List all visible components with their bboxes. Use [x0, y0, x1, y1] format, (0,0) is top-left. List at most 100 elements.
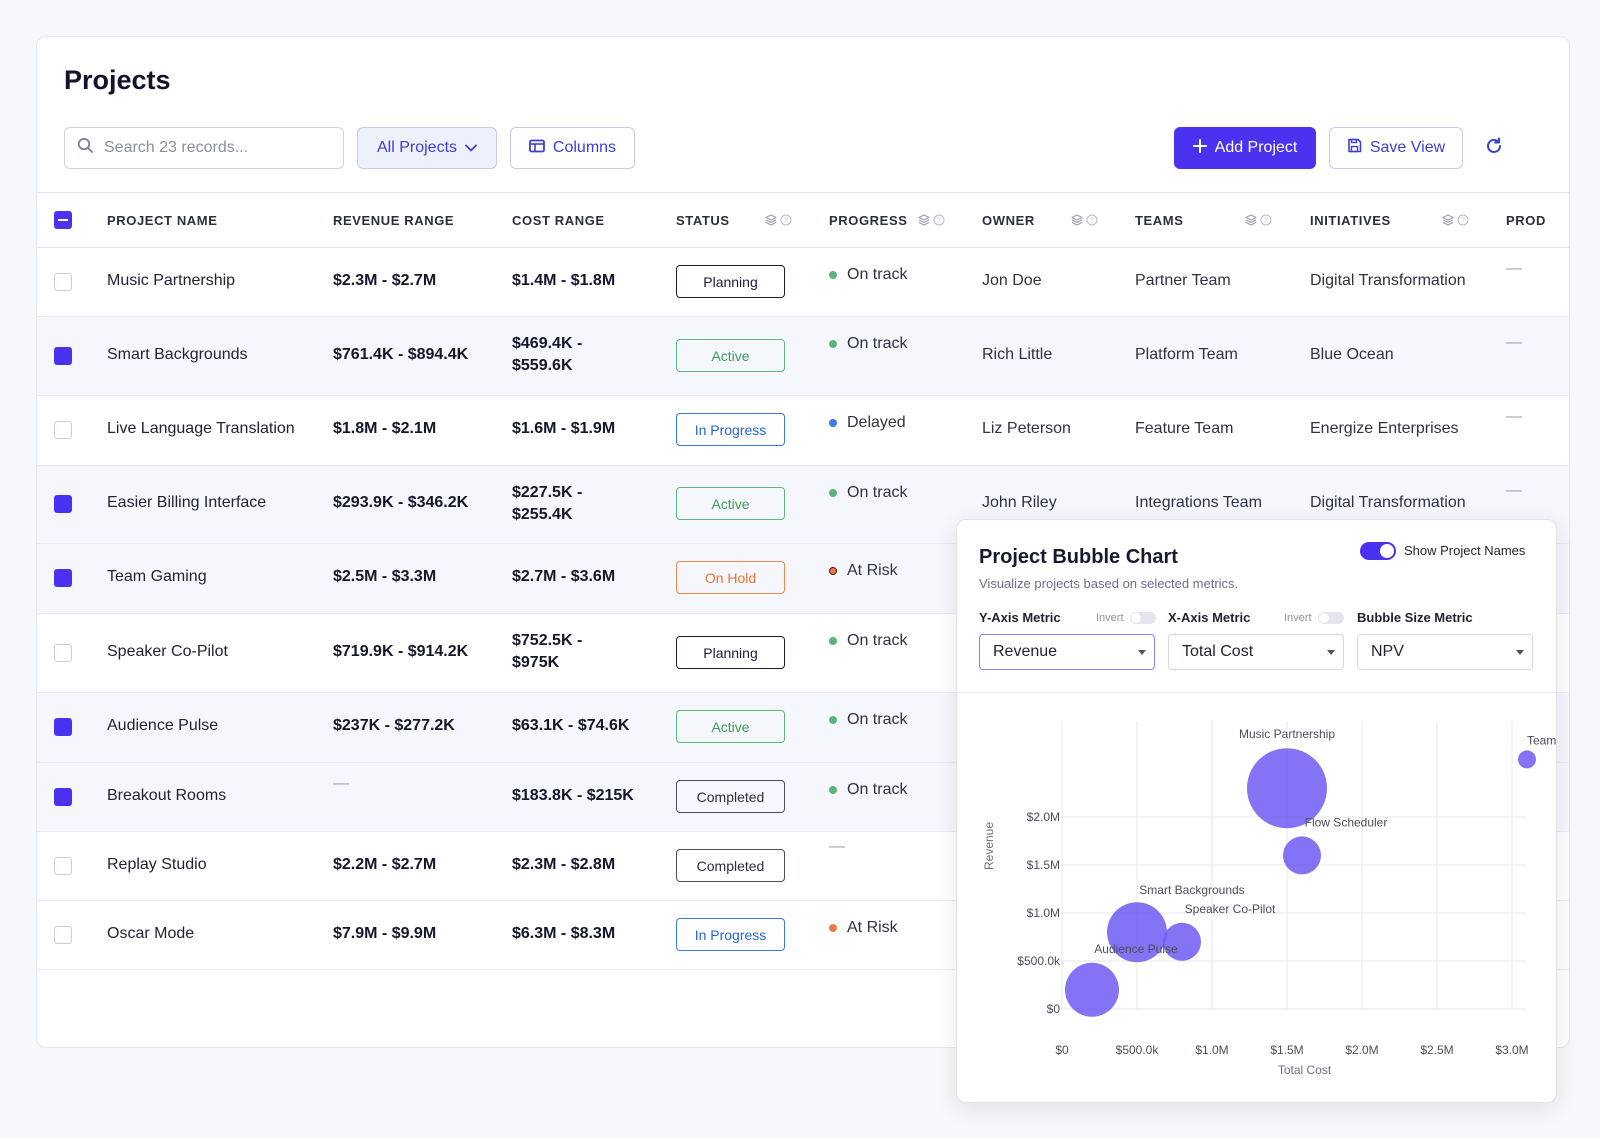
- x-metric-select[interactable]: Total Cost: [1168, 634, 1344, 670]
- table-row[interactable]: Smart Backgrounds $761.4K - $894.4K $469…: [37, 317, 1569, 396]
- layers-icon[interactable]: [765, 213, 777, 231]
- row-checkbox[interactable]: [54, 857, 72, 875]
- y-metric-value: Revenue: [993, 643, 1058, 660]
- revenue-range: $1.8M - $2.1M: [333, 420, 437, 437]
- layers-icon[interactable]: [1442, 213, 1454, 231]
- size-metric-label: Bubble Size Metric: [1357, 610, 1473, 625]
- project-name[interactable]: Oscar Mode: [107, 925, 195, 942]
- progress-label: Delayed: [847, 414, 906, 431]
- row-checkbox[interactable]: [54, 926, 72, 944]
- table-row[interactable]: Speaker Co-Pilot $719.9K - $914.2K $752.…: [37, 614, 1569, 693]
- row-checkbox[interactable]: [54, 421, 72, 439]
- project-name[interactable]: Smart Backgrounds: [107, 346, 248, 363]
- status-badge[interactable]: Active: [676, 710, 785, 743]
- row-checkbox[interactable]: [54, 495, 72, 513]
- team: Platform Team: [1135, 346, 1238, 363]
- revenue-range: $293.9K - $346.2K: [333, 494, 469, 511]
- size-metric-select[interactable]: NPV: [1357, 634, 1533, 670]
- header-status[interactable]: STATUS: [676, 213, 730, 228]
- columns-button[interactable]: Columns: [510, 127, 635, 169]
- table-row[interactable]: Music Partnership $2.3M - $2.7M $1.4M - …: [37, 248, 1569, 317]
- table-row[interactable]: Live Language Translation $1.8M - $2.1M …: [37, 396, 1569, 466]
- project-name[interactable]: Live Language Translation: [107, 420, 295, 437]
- header-progress[interactable]: PROGRESS: [829, 213, 908, 228]
- progress-label: On track: [847, 711, 908, 728]
- progress-label: On track: [847, 781, 908, 798]
- select-all-checkbox[interactable]: [54, 211, 72, 229]
- status-dot: [829, 716, 837, 724]
- layers-icon[interactable]: [918, 213, 930, 231]
- invert-switch[interactable]: [1317, 612, 1344, 624]
- status-badge[interactable]: Completed: [676, 849, 785, 882]
- row-checkbox[interactable]: [54, 347, 72, 365]
- project-name[interactable]: Easier Billing Interface: [107, 494, 267, 511]
- layers-icon[interactable]: [1245, 213, 1257, 231]
- project-name[interactable]: Audience Pulse: [107, 717, 219, 734]
- project-name[interactable]: Team Gaming: [107, 568, 207, 585]
- header-prod[interactable]: PROD: [1506, 213, 1546, 228]
- project-name[interactable]: Breakout Rooms: [107, 787, 227, 804]
- add-project-button[interactable]: Add Project: [1174, 127, 1316, 169]
- refresh-button[interactable]: [1483, 133, 1513, 163]
- bubble-label: Flow Scheduler: [1305, 815, 1388, 829]
- header-teams[interactable]: TEAMS: [1135, 213, 1184, 228]
- status-badge[interactable]: Planning: [676, 265, 785, 298]
- all-projects-dropdown[interactable]: All Projects: [357, 127, 497, 169]
- row-checkbox[interactable]: [54, 788, 72, 806]
- help-icon[interactable]: ?: [933, 213, 945, 231]
- search-box[interactable]: [64, 127, 344, 169]
- help-icon[interactable]: ?: [1086, 213, 1098, 231]
- status-badge[interactable]: Planning: [676, 636, 785, 669]
- status-badge[interactable]: On Hold: [676, 561, 785, 594]
- invert-switch[interactable]: [1129, 612, 1156, 624]
- cost-range: $2.3M - $2.8M: [512, 856, 616, 873]
- row-checkbox[interactable]: [54, 718, 72, 736]
- progress-status: Delayed: [829, 414, 906, 432]
- table-row[interactable]: Replay Studio $2.2M - $2.7M $2.3M - $2.8…: [37, 832, 1569, 901]
- row-checkbox[interactable]: [54, 644, 72, 662]
- y-metric-select[interactable]: Revenue: [979, 634, 1155, 670]
- header-revenue-range[interactable]: REVENUE RANGE: [333, 213, 455, 228]
- table-header: PROJECT NAME REVENUE RANGE COST RANGE ST…: [37, 192, 1569, 248]
- caret-down-icon: [1327, 650, 1335, 655]
- empty-cell-dash: —: [1506, 408, 1522, 425]
- search-input[interactable]: [104, 139, 324, 157]
- status-badge[interactable]: Active: [676, 487, 785, 520]
- x-tick-label: $2.5M: [1420, 1043, 1453, 1057]
- project-name[interactable]: Music Partnership: [107, 272, 236, 289]
- row-checkbox[interactable]: [54, 273, 72, 291]
- status-dot: [829, 567, 837, 575]
- page-title: Projects: [64, 65, 171, 95]
- header-initiatives[interactable]: INITIATIVES: [1310, 213, 1391, 228]
- project-name[interactable]: Speaker Co-Pilot: [107, 643, 228, 660]
- svg-text:?: ?: [1090, 218, 1094, 225]
- help-icon[interactable]: ?: [1260, 213, 1272, 231]
- bubble-label: Speaker Co-Pilot: [1185, 902, 1276, 916]
- x-tick-label: $3.0M: [1495, 1043, 1528, 1057]
- help-icon[interactable]: ?: [780, 213, 792, 231]
- header-project-name[interactable]: PROJECT NAME: [107, 213, 218, 228]
- table-row[interactable]: Oscar Mode $7.9M - $9.9M $6.3M - $8.3M I…: [37, 901, 1569, 970]
- table-row[interactable]: Easier Billing Interface $293.9K - $346.…: [37, 466, 1569, 544]
- status-badge[interactable]: In Progress: [676, 918, 785, 951]
- x-invert-toggle[interactable]: Invert: [1284, 612, 1344, 624]
- project-name[interactable]: Replay Studio: [107, 856, 207, 873]
- layers-icon[interactable]: [1071, 213, 1083, 231]
- header-cost-range[interactable]: COST RANGE: [512, 213, 605, 228]
- initiative: Digital Transformation: [1310, 494, 1466, 511]
- status-badge[interactable]: Active: [676, 339, 785, 372]
- status-badge[interactable]: Completed: [676, 780, 785, 813]
- status-dot: [829, 271, 837, 279]
- row-checkbox[interactable]: [54, 569, 72, 587]
- y-invert-toggle[interactable]: Invert: [1096, 612, 1156, 624]
- status-badge[interactable]: In Progress: [676, 413, 785, 446]
- show-names-toggle[interactable]: [1360, 542, 1396, 560]
- header-initiatives-icons: ?: [1442, 213, 1469, 231]
- revenue-range: $761.4K - $894.4K: [333, 346, 469, 363]
- progress-label: On track: [847, 484, 908, 501]
- save-view-button[interactable]: Save View: [1329, 127, 1463, 169]
- bubble-chart: $0 $500.0k $1.0M $1.5M $2.0M $2.5M $3.0M $0 $500…: [982, 721, 1556, 1077]
- header-owner[interactable]: OWNER: [982, 213, 1035, 228]
- cost-range: $469.4K - $559.6K: [512, 335, 583, 374]
- help-icon[interactable]: ?: [1457, 213, 1469, 231]
